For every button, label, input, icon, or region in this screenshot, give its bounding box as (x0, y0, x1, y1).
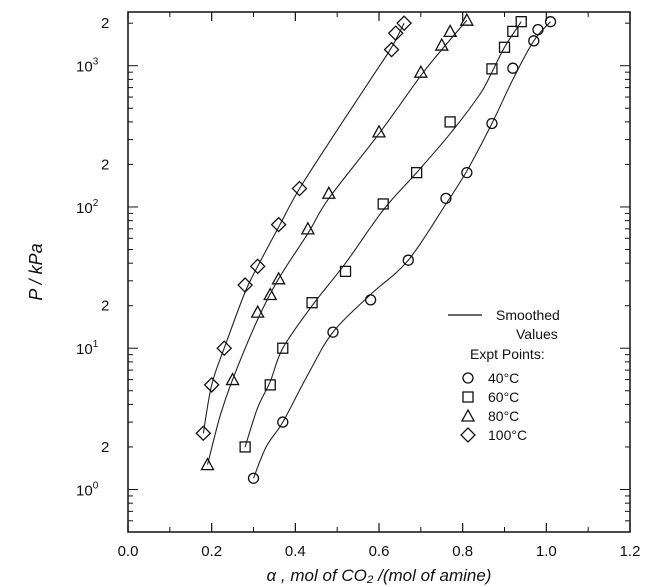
y-tick-label-exponent: 3 (93, 57, 99, 68)
y-tick-label-base: 10 (76, 59, 93, 76)
data-point-diamond (383, 41, 400, 58)
data-point-circle (532, 23, 544, 36)
y-minor-label: 2 (101, 15, 109, 32)
x-tick-label: 1.0 (536, 543, 557, 560)
data-point-diamond (270, 216, 287, 233)
data-point-diamond (237, 277, 254, 293)
data-point-diamond (396, 15, 413, 32)
data-point-diamond (291, 180, 308, 197)
data-point-square (498, 41, 511, 53)
y-minor-label: 2 (101, 298, 109, 315)
data-point-circle (528, 35, 540, 47)
legend-entry-label: 40°C (488, 370, 519, 386)
y-tick-label: 101 (76, 339, 99, 358)
y-tick-label: 103 (76, 57, 99, 76)
data-point-triangle (413, 64, 428, 78)
data-point-square (377, 198, 389, 210)
y-tick-label: 102 (76, 198, 99, 217)
data-point-triangle (271, 271, 286, 285)
legend-entries: 40°C 60°C 80°C 100°C (460, 370, 527, 443)
legend: Smoothed Values Expt Points: 40°C 60°C 80°… (448, 307, 560, 443)
data-point-circle (277, 416, 289, 428)
data-point-triangle (434, 37, 449, 51)
axis-ticks (127, 12, 631, 533)
smoothed-curve-circle (252, 21, 551, 479)
data-point-triangle (200, 457, 215, 471)
y-tick-label-exponent: 2 (93, 198, 99, 209)
data-point-triangle (263, 287, 278, 301)
legend-entry-label: 100°C (488, 427, 527, 443)
data-point-square (486, 63, 498, 75)
x-tick-label: 0.6 (369, 543, 390, 560)
x-tick-label: 0.2 (201, 543, 222, 560)
legend-entry-label: 60°C (488, 389, 519, 405)
data-point-diamond (195, 425, 212, 442)
smoothed-curves (202, 19, 551, 479)
x-tick-label: 1.2 (620, 543, 641, 560)
data-point-square (239, 441, 251, 453)
data-point-triangle (250, 304, 265, 318)
data-point-square (515, 16, 527, 28)
data-point-circle (327, 326, 339, 338)
data-point-diamond (387, 25, 404, 42)
smoothed-curve-diamond (202, 22, 405, 434)
plot-frame (127, 11, 631, 533)
legend-marker-square (462, 391, 474, 403)
data-point-circle (486, 117, 498, 130)
y-axis-title: P / kPa (26, 243, 46, 300)
data-point-triangle (225, 372, 240, 386)
data-point-circle (461, 166, 473, 179)
y-tick-label-base: 10 (76, 200, 93, 217)
data-point-square (444, 116, 456, 128)
x-tick-label: 0.4 (285, 543, 306, 560)
smoothed-curve-triangle (206, 19, 468, 465)
data-point-circle (402, 254, 414, 266)
x-axis-title: α , mol of CO₂ /(mol of amine) (267, 566, 492, 585)
y-tick-label-exponent: 0 (93, 480, 99, 491)
data-point-triangle (300, 221, 315, 235)
data-point-circle (440, 192, 452, 205)
data-point-triangle (459, 12, 474, 26)
data-point-square (264, 379, 276, 391)
x-tick-label: 0.0 (118, 543, 139, 560)
data-point-diamond (249, 258, 266, 275)
smoothed-curve-square (244, 21, 522, 448)
data-point-circle (364, 294, 377, 306)
legend-entry-label: 80°C (488, 408, 519, 424)
y-tick-label-base: 10 (76, 482, 93, 499)
data-point-diamond (203, 376, 220, 393)
legend-line-label-1: Smoothed (496, 307, 560, 323)
data-point-triangle (371, 124, 387, 138)
data-point-triangle (443, 24, 458, 38)
y-minor-label: 2 (101, 156, 109, 173)
legend-marker-diamond (460, 427, 476, 443)
data-point-square (277, 342, 289, 354)
y-minor-label: 2 (101, 439, 109, 456)
data-point-square (306, 297, 318, 309)
x-tick-label: 0.8 (452, 543, 473, 560)
y-tick-label-exponent: 1 (93, 339, 99, 350)
data-point-diamond (216, 340, 233, 357)
y-tick-label-base: 10 (76, 341, 93, 358)
data-point-triangle (321, 185, 336, 199)
data-point-circle (544, 16, 557, 28)
data-point-circle (247, 472, 260, 484)
data-point-square (507, 25, 519, 38)
legend-marker-circle (462, 372, 474, 384)
data-point-square (410, 166, 423, 179)
legend-line-label-2: Values (516, 326, 558, 342)
y-tick-label: 100 (76, 480, 99, 499)
data-markers (195, 12, 557, 484)
data-point-square (339, 265, 352, 278)
legend-header: Expt Points: (470, 346, 545, 362)
data-point-circle (507, 62, 519, 74)
legend-marker-triangle (460, 408, 476, 422)
